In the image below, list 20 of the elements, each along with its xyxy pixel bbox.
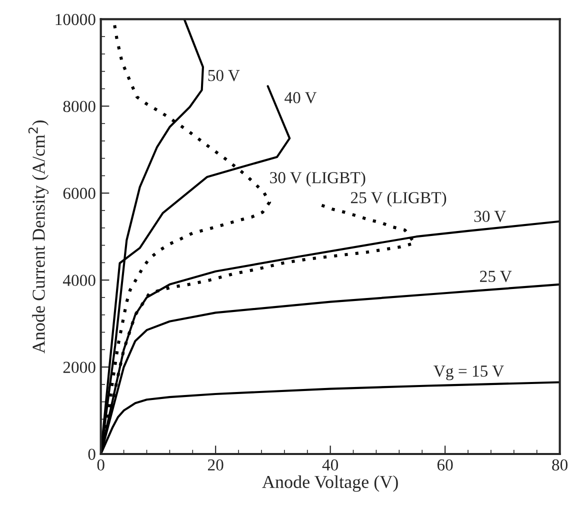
annotation: 40 V: [284, 92, 317, 104]
annotation: 25 V: [480, 270, 512, 282]
y-tick-label: 6000: [63, 188, 96, 200]
annotation: Vg = 15 V: [434, 366, 504, 380]
y-tick-label: 0: [88, 448, 96, 460]
x-tick-label: 0: [97, 459, 104, 471]
y-tick-label: 4000: [62, 274, 96, 286]
x-axis-title: Anode Voltage (V): [262, 475, 398, 492]
x-tick-label: 40: [322, 459, 338, 471]
annotation: 25 V (LIGBT): [350, 192, 446, 207]
y-axis-title: Anode Current Density (A/cm$^{2}$): [28, 120, 49, 354]
x-tick-label: 20: [208, 459, 224, 471]
y-tick-label: 2000: [63, 362, 96, 373]
x-tick-label: 80: [552, 459, 568, 471]
annotation: 30 V (LIGBT): [270, 172, 366, 187]
y-tick-label: 8000: [63, 100, 96, 112]
y-tick-label: 10000: [56, 14, 96, 26]
annotation: 30 V: [474, 210, 506, 222]
annotation: 50 V: [208, 70, 240, 82]
x-tick-label: 60: [437, 459, 453, 471]
